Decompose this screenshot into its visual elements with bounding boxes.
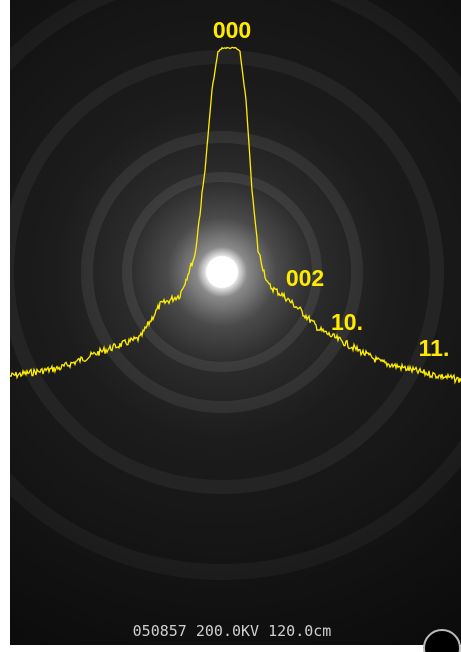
peak-label: 000 <box>213 17 251 43</box>
peak-label: 10. <box>331 309 363 335</box>
background <box>10 0 461 645</box>
diffraction-image: 000 002 10. 11. 050857 200.0KV 120.0cm <box>0 0 461 652</box>
footer-text: 050857 200.0KV 120.0cm <box>133 622 332 640</box>
peak-label: 002 <box>286 265 324 291</box>
central-spot <box>206 256 238 288</box>
peak-label: 11. <box>419 335 450 361</box>
